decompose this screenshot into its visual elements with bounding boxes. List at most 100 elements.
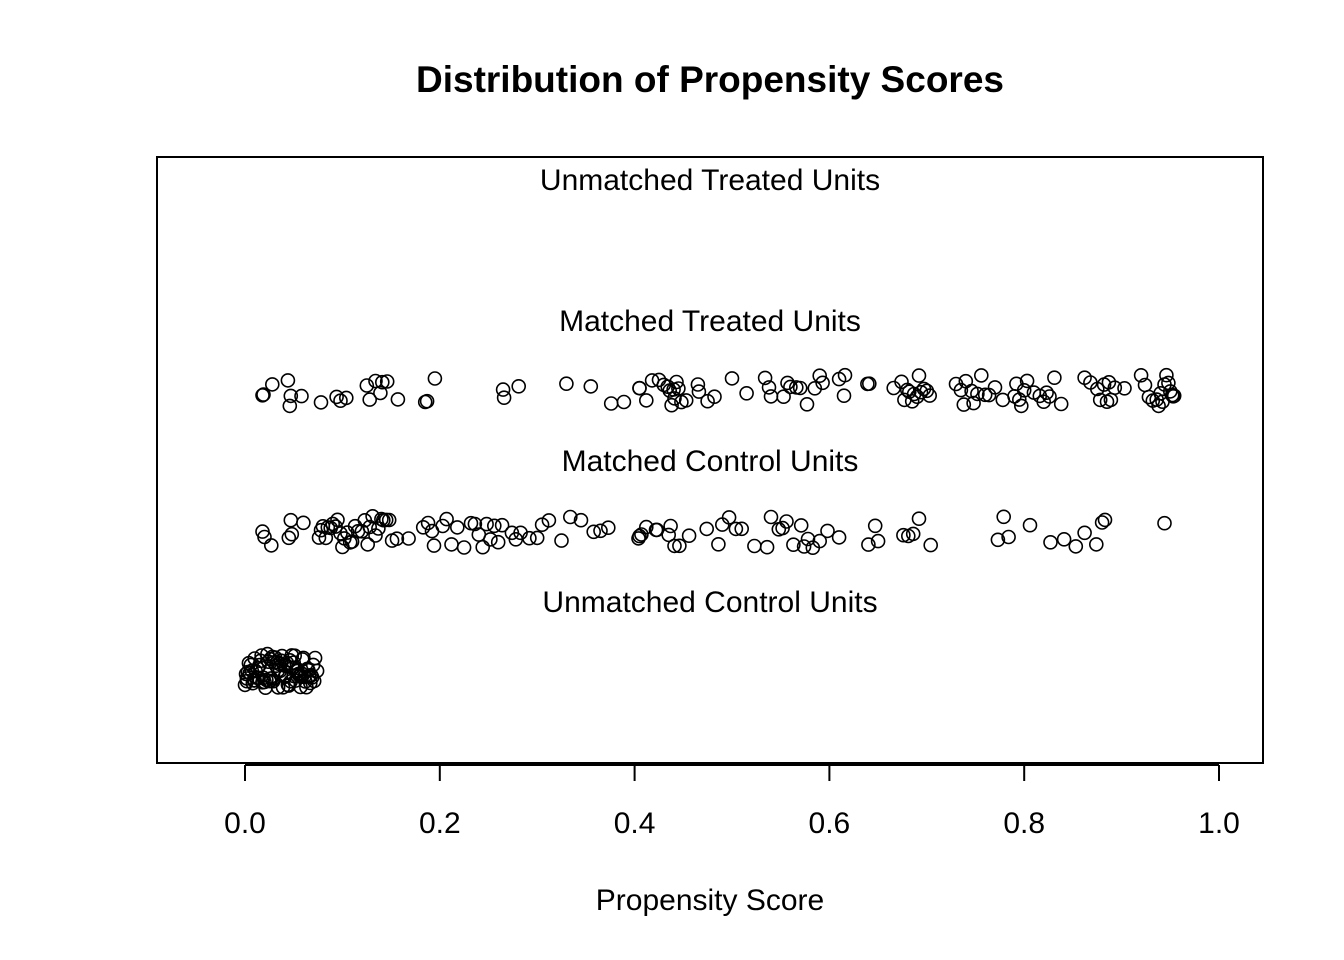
- data-point: [554, 533, 569, 548]
- data-point: [286, 668, 302, 684]
- group-label: Matched Treated Units: [559, 305, 861, 338]
- data-point: [1043, 534, 1058, 550]
- chart-title: Distribution of Propensity Scores: [416, 59, 1004, 100]
- data-point: [456, 540, 472, 555]
- data-point: [793, 518, 809, 533]
- data-point: [287, 648, 303, 664]
- data-point: [977, 387, 993, 403]
- data-point: [734, 521, 750, 537]
- data-point: [779, 514, 794, 529]
- data-point: [966, 395, 981, 411]
- data-point: [562, 509, 578, 525]
- data-point: [247, 651, 262, 666]
- data-point: [1011, 392, 1027, 407]
- data-point: [390, 392, 406, 407]
- data-point: [757, 370, 773, 386]
- data-point: [335, 539, 350, 555]
- data-point: [1159, 367, 1174, 383]
- data-point: [911, 368, 927, 383]
- data-point: [1166, 388, 1182, 404]
- data-point: [1019, 373, 1035, 389]
- data-point: [573, 512, 589, 528]
- data-point: [831, 530, 847, 545]
- data-point: [419, 393, 435, 409]
- data-point: [1047, 370, 1062, 386]
- data-point: [672, 538, 687, 554]
- data-point: [666, 382, 681, 397]
- data-point: [427, 371, 443, 386]
- data-point: [280, 373, 296, 388]
- data-point: [1094, 515, 1110, 530]
- data-point: [583, 379, 599, 394]
- data-point: [786, 537, 801, 553]
- data-point: [728, 521, 744, 537]
- data-point: [281, 530, 297, 546]
- group-label: Unmatched Treated Units: [540, 164, 880, 197]
- data-point: [603, 396, 619, 411]
- data-point: [1042, 389, 1057, 404]
- data-point: [970, 386, 985, 402]
- data-point: [1117, 380, 1132, 396]
- data-point: [1092, 392, 1108, 408]
- data-point: [283, 512, 299, 528]
- data-point: [467, 516, 483, 532]
- data-point: [922, 388, 938, 403]
- data-point: [374, 374, 390, 390]
- data-point: [678, 393, 694, 408]
- data-point: [792, 380, 808, 396]
- data-point: [661, 527, 677, 543]
- data-point: [667, 391, 682, 406]
- data-point: [996, 509, 1012, 525]
- data-point: [956, 397, 972, 412]
- data-point: [444, 537, 459, 552]
- data-point: [354, 523, 370, 539]
- data-point: [1097, 512, 1113, 528]
- data-point: [294, 669, 309, 685]
- data-point: [699, 521, 715, 537]
- data-point: [295, 652, 310, 667]
- data-point: [359, 378, 375, 393]
- data-point: [861, 537, 876, 552]
- data-point: [255, 674, 270, 690]
- data-point: [1077, 525, 1092, 541]
- data-point: [420, 515, 436, 531]
- data-point: [923, 537, 939, 553]
- data-point: [278, 658, 294, 674]
- data-point: [1013, 398, 1029, 414]
- data-point: [836, 388, 852, 404]
- data-point: [254, 648, 269, 663]
- data-point: [284, 526, 300, 542]
- data-point: [593, 523, 608, 539]
- data-point: [987, 380, 1003, 395]
- data-point: [1068, 539, 1084, 554]
- data-point: [360, 537, 376, 552]
- data-point: [707, 389, 722, 405]
- data-point: [368, 373, 383, 389]
- data-point: [669, 374, 684, 390]
- data-point: [690, 377, 706, 392]
- data-point: [496, 390, 512, 406]
- data-point: [783, 379, 798, 395]
- data-point: [511, 378, 527, 394]
- data-point: [632, 380, 647, 396]
- plot-frame: [156, 156, 1264, 764]
- data-point: [800, 531, 816, 547]
- data-point: [260, 646, 275, 662]
- data-point: [870, 533, 886, 549]
- group-labels: Unmatched Treated Units Matched Treated U…: [540, 164, 880, 619]
- x-tick-label: 0.2: [419, 807, 461, 840]
- data-point: [479, 516, 494, 532]
- data-point: [681, 528, 697, 544]
- data-point: [486, 518, 502, 534]
- data-point: [435, 518, 451, 534]
- data-point: [439, 511, 454, 527]
- data-point: [362, 392, 378, 407]
- data-point: [739, 385, 754, 401]
- x-axis: 0.0 0.2 0.4 0.6 0.8 1.0: [224, 764, 1240, 840]
- data-point: [264, 377, 280, 392]
- data-point: [379, 374, 395, 389]
- data-point: [1001, 529, 1016, 545]
- data-point: [616, 394, 632, 410]
- data-point: [494, 517, 510, 533]
- data-point: [263, 538, 279, 553]
